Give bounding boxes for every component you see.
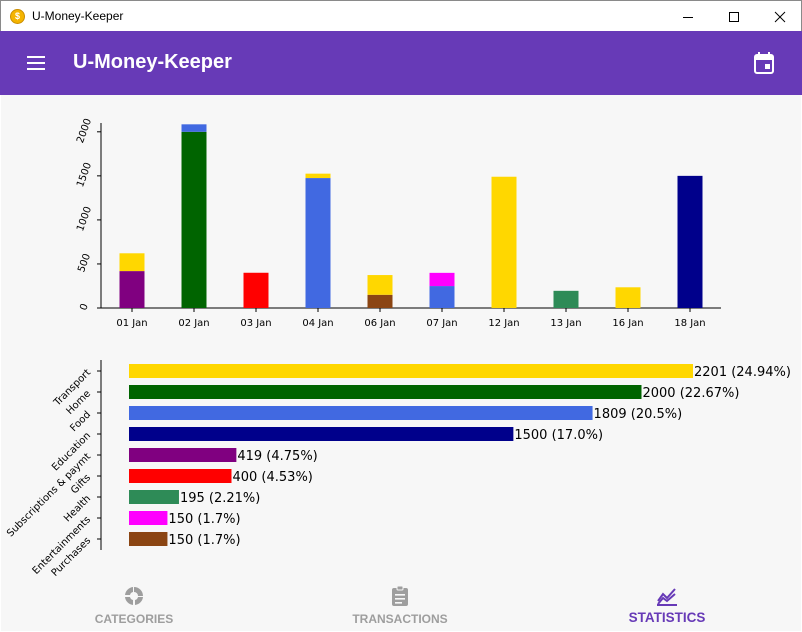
bar-chart-bar-segment (119, 271, 145, 308)
hbar-chart-bar (129, 406, 593, 420)
window-titlebar: $ U-Money-Keeper (0, 0, 802, 31)
maximize-button[interactable] (711, 1, 757, 32)
hbar-chart-data-label: 419 (4.75%) (237, 449, 317, 464)
maximize-icon (729, 11, 739, 22)
bar-chart-y-tick-label: 1500 (75, 161, 94, 189)
bar-chart-y-tick-label: 500 (76, 252, 93, 274)
line-chart-icon (657, 588, 677, 606)
hbar-chart-data-label: 150 (1.7%) (168, 533, 240, 548)
statistics-panel: 0 500 1000 1500 2000 01 Jan 02 Jan 03 Jan 04 Jan… (1, 95, 801, 580)
hamburger-menu-icon (27, 56, 45, 70)
bar-chart-x-tick-label: 12 Jan (488, 318, 519, 329)
bar-chart-bar-segment (429, 272, 455, 287)
hbar-chart-bar (129, 385, 642, 399)
dollar-coin-icon: $ (10, 9, 25, 24)
bar-chart-y-tick-label: 0 (78, 302, 91, 312)
hbar-chart-bar (129, 469, 232, 483)
bar-chart-x-tick-label: 16 Jan (612, 318, 643, 329)
bar-chart-x-tick-label: 06 Jan (364, 318, 395, 329)
bar-chart-bar-segment (181, 131, 207, 308)
bar-chart-x-tick-label: 04 Jan (302, 318, 333, 329)
nav-transactions-label: TRANSACTIONS (352, 612, 448, 626)
bottom-navigation: CATEGORIES TRANSACTIONS STATISTICS (1, 580, 801, 631)
bar-chart-bar-segment (119, 253, 145, 272)
clipboard-icon (392, 585, 408, 606)
bar-chart-bar-segment (243, 272, 269, 308)
hbar-chart-data-label: 1500 (17.0%) (514, 428, 603, 443)
close-button[interactable] (757, 1, 802, 32)
hbar-chart-data-label: 1809 (20.5%) (594, 407, 683, 422)
hbar-chart-bar (129, 427, 514, 441)
bar-chart-bar-segment (429, 286, 455, 308)
close-icon (774, 11, 786, 22)
hbar-chart-bar (129, 490, 179, 504)
hbar-chart-data-label: 2201 (24.94%) (694, 365, 791, 380)
bar-chart-x-tick-label: 03 Jan (240, 318, 271, 329)
hbar-chart-data-label: 195 (2.21%) (180, 491, 260, 506)
window-title: U-Money-Keeper (32, 9, 124, 23)
menu-button[interactable] (22, 49, 50, 77)
bar-chart-bar-segment (367, 275, 393, 295)
bar-chart-bar-segment (181, 124, 207, 132)
app-bar: U-Money-Keeper (0, 31, 802, 95)
bar-chart-y-tick-label: 2000 (75, 117, 94, 145)
hbar-chart-data-label: 150 (1.7%) (168, 512, 240, 527)
hbar-chart-data-label: 400 (4.53%) (232, 470, 312, 485)
statistics-charts: 0 500 1000 1500 2000 01 Jan 02 Jan 03 Jan 04 Jan… (5, 117, 791, 579)
bar-chart-x-tick-label: 07 Jan (426, 318, 457, 329)
bar-chart-y-tick-label: 1000 (75, 205, 94, 233)
bar-chart-bar-segment (367, 294, 393, 308)
nav-statistics[interactable]: STATISTICS (567, 580, 767, 631)
hbar-chart-data-label: 2000 (22.67%) (642, 386, 739, 401)
bar-chart-bar-segment (677, 175, 703, 308)
bar-chart-bar-segment (491, 176, 517, 308)
categories-donut-icon (125, 587, 143, 605)
minimize-icon (683, 16, 693, 18)
minimize-button[interactable] (665, 1, 711, 32)
bar-chart-x-tick-label: 18 Jan (674, 318, 705, 329)
bar-chart-x-tick-label: 01 Jan (116, 318, 147, 329)
bar-chart-x-tick-label: 13 Jan (550, 318, 581, 329)
bar-chart-bar-segment (305, 173, 331, 179)
nav-categories-label: CATEGORIES (94, 612, 174, 626)
bar-chart-bar-segment (305, 178, 331, 308)
calendar-icon (754, 52, 774, 74)
hbar-chart-bar (129, 511, 168, 525)
bar-chart-bar-segment (615, 287, 641, 308)
hbar-chart-bar (129, 448, 237, 462)
nav-categories[interactable]: CATEGORIES (34, 580, 234, 631)
calendar-button[interactable] (750, 49, 778, 77)
bar-chart-x-tick-label: 02 Jan (178, 318, 209, 329)
app-title: U-Money-Keeper (73, 51, 232, 73)
hbar-chart-bar (129, 532, 168, 546)
bar-chart-bar-segment (553, 290, 579, 308)
nav-transactions[interactable]: TRANSACTIONS (300, 580, 500, 631)
hbar-chart-bar (129, 364, 693, 378)
nav-statistics-label: STATISTICS (628, 610, 706, 625)
